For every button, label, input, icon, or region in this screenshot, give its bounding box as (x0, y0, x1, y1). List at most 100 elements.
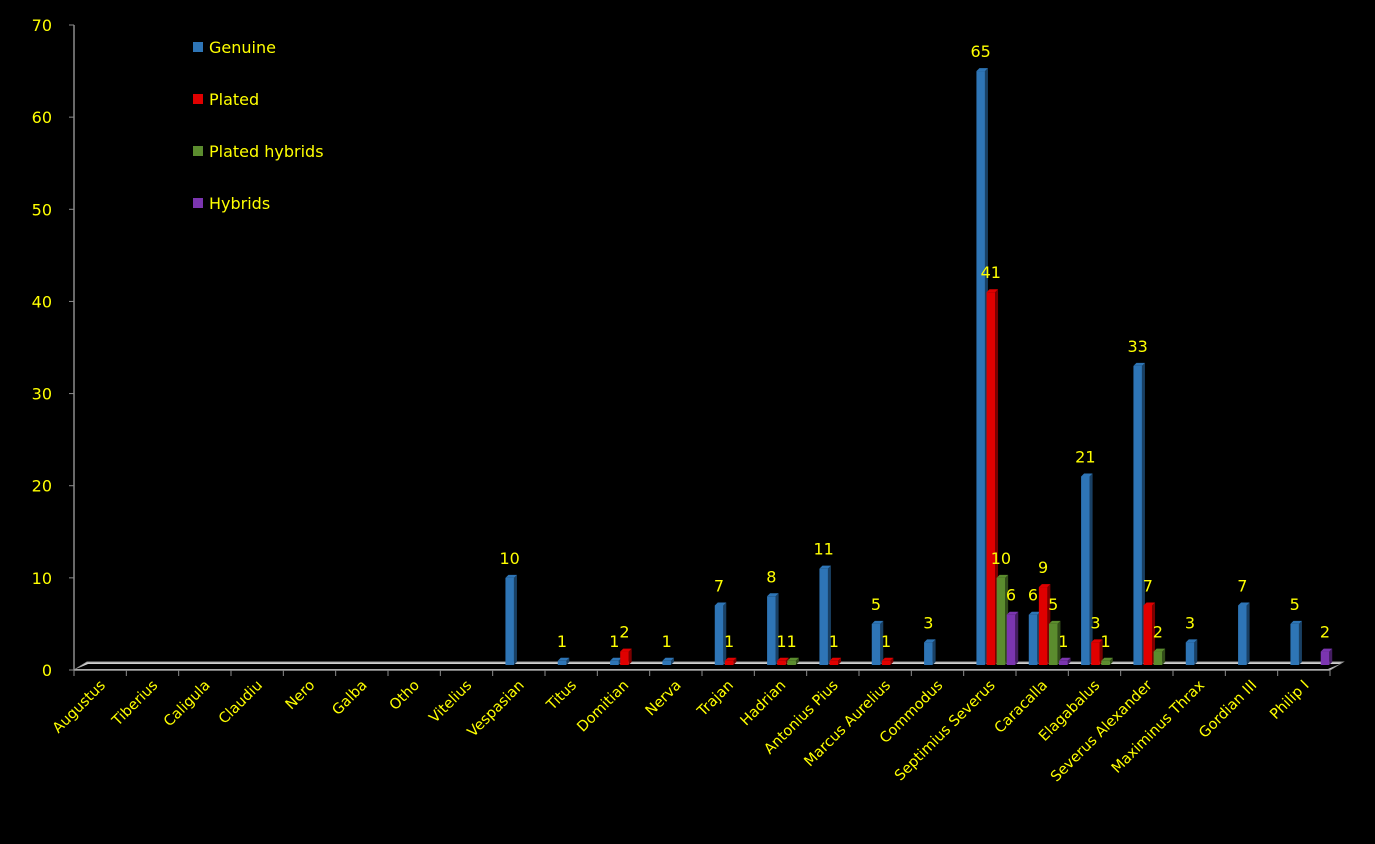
bar-side (733, 657, 737, 665)
data-label: 1 (881, 632, 891, 651)
bar (1185, 642, 1195, 665)
x-tick-label: Trajan (694, 678, 737, 721)
legend-swatch (193, 146, 203, 156)
y-tick-label: 30 (32, 385, 52, 404)
bar-side (566, 657, 570, 665)
data-label: 1 (609, 632, 619, 651)
legend-label: Genuine (209, 38, 276, 57)
bar (1028, 614, 1038, 665)
data-label: 1 (662, 632, 672, 651)
bar-top (662, 657, 674, 661)
bar-top (1238, 602, 1250, 606)
data-label: 6 (1028, 586, 1038, 605)
bar (1133, 365, 1142, 665)
bar-top (1290, 620, 1302, 624)
x-tick-label: Maximinus Thrax (1109, 677, 1208, 776)
bar-side (890, 657, 894, 665)
data-label: 11 (814, 540, 834, 559)
legend-swatch (193, 198, 203, 208)
x-tick-label: Otho (387, 677, 423, 713)
data-label: 1 (1100, 632, 1110, 651)
bar-side (1329, 648, 1333, 665)
bar (557, 660, 567, 665)
x-tick-label: Nerva (643, 678, 685, 720)
bar (996, 577, 1006, 665)
data-label: 3 (1090, 613, 1100, 632)
x-tick-label: Augustus (50, 678, 109, 737)
bar-side (1089, 473, 1093, 665)
legend-label: Plated hybrids (209, 142, 324, 161)
bar (505, 577, 514, 665)
bar-side (628, 648, 632, 665)
bar (620, 651, 629, 665)
bar-top (1006, 611, 1019, 615)
bar-top (620, 648, 632, 652)
x-tick-label: Domitian (574, 678, 632, 736)
data-label: 1 (776, 632, 786, 651)
bar-side (1162, 648, 1166, 665)
bar-side (995, 289, 999, 665)
bar-top (1081, 473, 1093, 477)
bar-top (871, 620, 884, 624)
bar (1006, 614, 1016, 665)
y-tick-label: 60 (32, 108, 52, 127)
bar-top (1320, 648, 1333, 652)
data-label: 1 (557, 632, 567, 651)
data-label: 65 (971, 42, 991, 61)
x-tick-label: Vitelius (427, 678, 476, 727)
bar-top (787, 657, 799, 661)
legend-swatch (193, 94, 203, 104)
x-tick-label: Philip I (1267, 678, 1312, 723)
bar-top (1185, 639, 1198, 643)
bar-side (1099, 639, 1103, 665)
data-label: 7 (1237, 577, 1247, 596)
bar (1048, 623, 1058, 665)
bar-side (1246, 602, 1250, 665)
legend-label: Plated (209, 90, 259, 109)
data-label: 5 (871, 595, 881, 614)
x-tick-label: Septimius Severus (892, 678, 999, 785)
data-label: 7 (714, 577, 724, 596)
bar (724, 660, 734, 665)
data-label: 1 (1058, 632, 1068, 651)
bar-top (1048, 620, 1061, 624)
data-label: 5 (1290, 595, 1300, 614)
bar-side (1109, 657, 1113, 665)
bar-top (1091, 639, 1103, 643)
data-label: 3 (1185, 613, 1195, 632)
data-label: 10 (991, 549, 1011, 568)
bar-top (881, 657, 894, 661)
bar (787, 660, 796, 665)
bar-side (723, 602, 727, 665)
bar-top (777, 657, 789, 661)
bar-top (767, 593, 779, 597)
x-tick-label: Nero (283, 677, 319, 713)
chart-floor-inner (76, 664, 1340, 669)
bar (662, 660, 671, 665)
data-label: 21 (1075, 448, 1095, 467)
bar (1101, 660, 1110, 665)
y-tick-label: 0 (42, 661, 52, 680)
bar-side (932, 639, 936, 665)
bar (1153, 651, 1163, 665)
bar-top (1028, 611, 1041, 615)
legend-swatch (193, 42, 203, 52)
bar (986, 292, 996, 665)
data-label: 2 (619, 623, 629, 642)
bar-side (880, 620, 884, 665)
bar (1081, 476, 1090, 665)
bar (819, 568, 828, 665)
bar (1143, 605, 1153, 665)
bar-top (714, 602, 727, 606)
bar-top (1133, 362, 1145, 366)
bar-top (557, 657, 570, 661)
bar-side (785, 657, 789, 665)
bar-side (795, 657, 799, 665)
x-tick-label: Hadrian (738, 678, 790, 730)
data-label: 7 (1143, 577, 1153, 596)
bar (1238, 605, 1247, 665)
bar (1290, 623, 1299, 665)
bar (881, 660, 891, 665)
